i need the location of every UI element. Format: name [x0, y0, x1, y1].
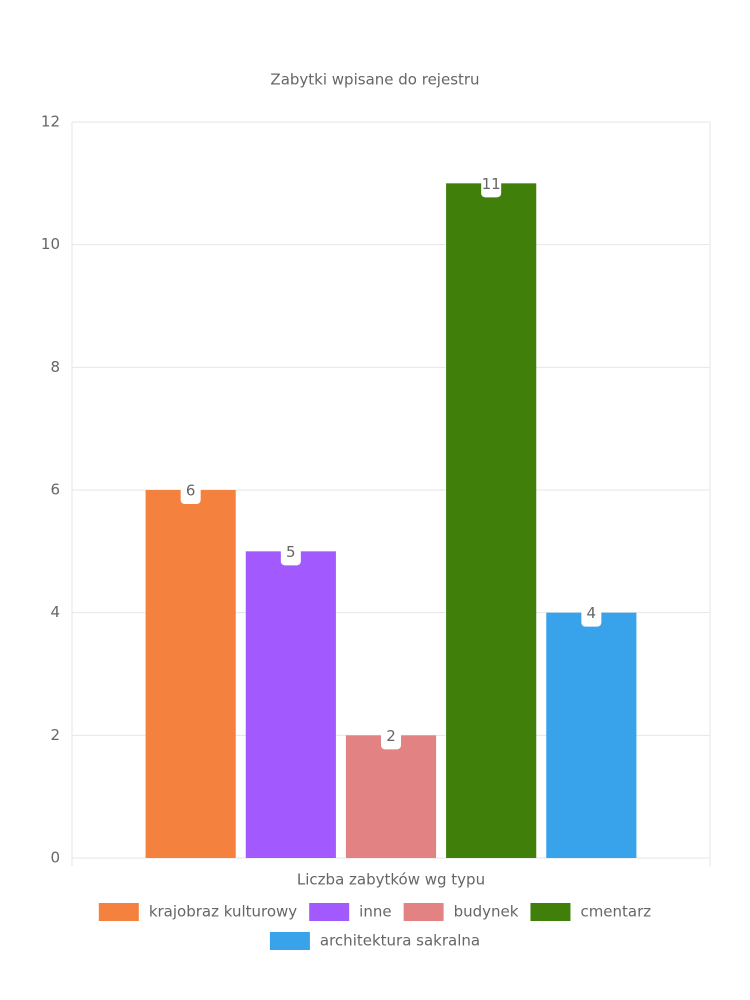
bar [446, 183, 537, 859]
value-label: 5 [286, 543, 296, 561]
bar [546, 612, 637, 858]
value-label: 2 [386, 727, 396, 745]
legend-item: inne [309, 903, 392, 921]
legend-item: cmentarz [530, 903, 651, 921]
chart-title: Zabytki wpisane do rejestru [270, 71, 479, 89]
legend-item: krajobraz kulturowy [98, 903, 297, 921]
legend-swatch [269, 932, 310, 950]
legend-item: budynek [403, 903, 519, 921]
value-label-box [280, 543, 301, 566]
bar [145, 490, 236, 858]
y-tick-label: 4 [50, 603, 60, 621]
x-tick-label: Liczba zabytków wg typu [297, 871, 485, 889]
legend-swatch [403, 903, 444, 921]
legend-label: inne [359, 903, 391, 921]
y-tick-label: 0 [50, 849, 60, 867]
legend-label: budynek [454, 903, 519, 921]
y-tick-label: 8 [50, 358, 60, 376]
y-tick-label: 10 [41, 235, 60, 253]
legend-label: cmentarz [580, 903, 651, 921]
value-label: 4 [587, 604, 597, 622]
y-tick-label: 2 [50, 726, 60, 744]
value-label-box [180, 482, 201, 504]
y-tick-label: 6 [50, 481, 60, 499]
legend-label: krajobraz kulturowy [149, 903, 297, 921]
value-label: 11 [482, 175, 501, 193]
legend-item: architektura sakralna [269, 932, 480, 950]
bar [245, 551, 336, 858]
y-tick-label: 12 [41, 113, 60, 131]
bar [345, 735, 437, 858]
legend-swatch [530, 903, 571, 921]
value-label: 6 [186, 482, 196, 500]
legend-swatch [309, 903, 350, 921]
legend-label: architektura sakralna [320, 932, 480, 950]
value-label-box [381, 727, 401, 750]
value-label-box [581, 604, 602, 627]
value-label-box [481, 175, 502, 198]
legend-swatch [98, 903, 139, 921]
